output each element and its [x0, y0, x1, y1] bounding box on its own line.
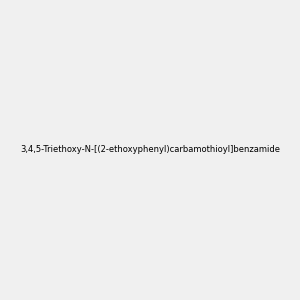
Text: 3,4,5-Triethoxy-N-[(2-ethoxyphenyl)carbamothioyl]benzamide: 3,4,5-Triethoxy-N-[(2-ethoxyphenyl)carba… — [20, 146, 280, 154]
